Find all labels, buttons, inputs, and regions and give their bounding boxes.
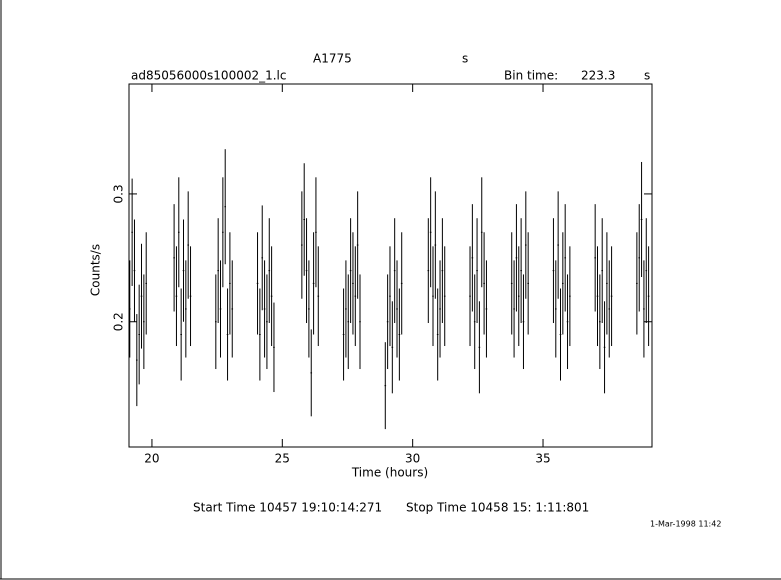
stop-time: Stop Time 10458 15: 1:11:801	[406, 501, 589, 515]
x-tick-label: 30	[405, 452, 420, 466]
bin-time-unit: s	[644, 69, 650, 83]
start-time: Start Time 10457 19:10:14:271	[193, 501, 382, 515]
bin-time-label: Bin time:	[504, 69, 558, 83]
title-unit: s	[462, 52, 468, 66]
x-tick-label: 25	[275, 452, 290, 466]
y-axis-label: Counts/s	[89, 244, 103, 296]
x-tick-label: 35	[535, 452, 550, 466]
file-name: ad85056000s100002_1.lc	[131, 69, 287, 83]
plot-frame	[128, 83, 653, 448]
bin-time: 223.3	[581, 69, 615, 83]
x-tick-label: 20	[144, 452, 159, 466]
y-tick-label: 0.2	[112, 312, 126, 331]
x-axis-label: Time (hours)	[351, 466, 428, 480]
date-stamp: 1-Mar-1998 11:42	[650, 520, 721, 529]
y-tick-label: 0.3	[112, 184, 126, 203]
chart-title: A1775	[313, 52, 352, 66]
